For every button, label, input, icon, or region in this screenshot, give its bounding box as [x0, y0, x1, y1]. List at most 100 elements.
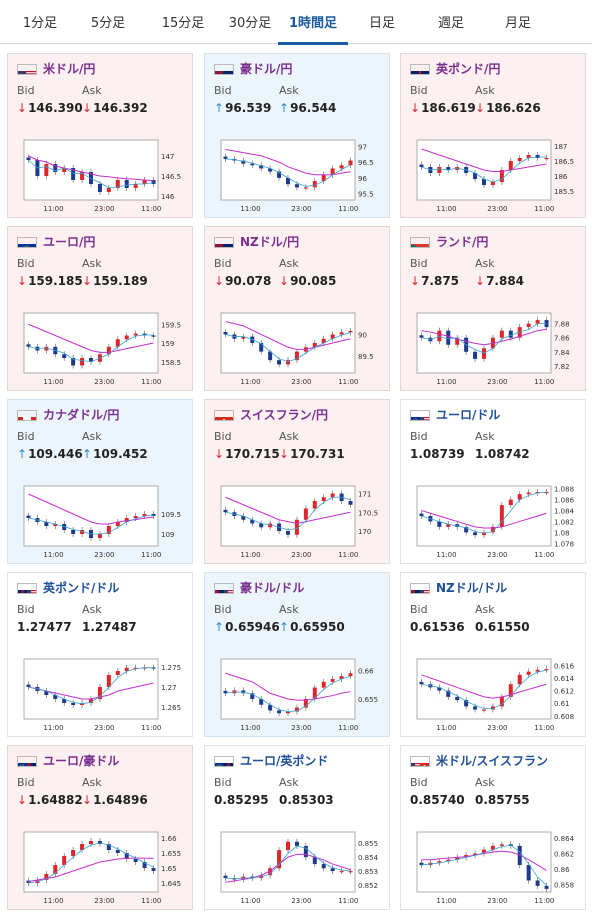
pair-name[interactable]: 英ポンド/円 [436, 62, 501, 76]
rate-card[interactable]: ユーロ/豪ドル Bid ↓1.64882 Ask ↓1.64896 1.66 1.655 1.… [7, 745, 193, 910]
pair-name[interactable]: ユーロ/ドル [436, 408, 501, 422]
candle [294, 519, 299, 535]
mini-chart[interactable]: 1.275 1.27 1.265 11:00 23:00 11:00 [20, 653, 184, 733]
bid-price: 1.27477 [17, 620, 72, 634]
nz-us-flag [410, 583, 430, 594]
ask-label: Ask [82, 257, 102, 270]
rate-card[interactable]: カナダドル/円 Bid ↑109.446 Ask ↑109.452 109.5 109 11:… [7, 399, 193, 564]
candle [455, 696, 460, 701]
candle [250, 693, 255, 699]
mini-chart[interactable]: 90 89.5 11:00 23:00 11:00 [217, 307, 381, 387]
pair-name[interactable]: 豪ドル/ドル [240, 581, 305, 595]
y-tick-label: 147 [161, 153, 174, 161]
ask-price: 0.61550 [475, 620, 530, 634]
pair-name[interactable]: ユーロ/豪ドル [43, 754, 120, 768]
y-tick-label: 159.5 [161, 321, 181, 329]
candle [544, 885, 549, 889]
x-tick-label: 23:00 [291, 897, 311, 905]
tab-5[interactable]: 日足 [368, 16, 395, 31]
candle [321, 338, 326, 343]
rate-card[interactable]: 英ポンド/円 Bid ↓186.619 Ask ↓186.626 187 186.5 186 1… [400, 53, 586, 218]
y-tick-label: 159 [161, 340, 174, 348]
y-tick-label: 146.5 [161, 173, 181, 181]
candle [223, 690, 228, 694]
bid-label: Bid [410, 430, 428, 443]
tab-7[interactable]: 月足 [504, 16, 531, 31]
tab-4[interactable]: 1時間足 [278, 0, 348, 45]
pair-name[interactable]: スイスフラン/円 [240, 408, 329, 422]
pair-name[interactable]: 米ドル/円 [43, 62, 96, 76]
ask-value: 0.61550 [475, 620, 530, 634]
candle [330, 679, 335, 682]
ask-price: 0.65950 [290, 620, 345, 634]
candle [490, 526, 495, 533]
pair-name[interactable]: ユーロ/英ポンド [240, 754, 329, 768]
candle [526, 865, 531, 881]
candle [151, 514, 156, 516]
candle [544, 158, 549, 160]
rate-card[interactable]: ユーロ/円 Bid ↓159.185 Ask ↓159.189 159.5 159 158.5… [7, 226, 193, 391]
x-tick-label: 11:00 [338, 378, 358, 386]
pair-name[interactable]: NZドル/円 [240, 235, 300, 249]
rate-card[interactable]: ユーロ/英ポンド Bid 0.85295 Ask 0.85303 0.855 0.854 0.… [204, 745, 390, 910]
rate-card[interactable]: 米ドル/円 Bid ↓146.390 Ask ↓146.392 147 146.5 146 11… [7, 53, 193, 218]
pair-name[interactable]: 豪ドル/円 [240, 62, 293, 76]
candle [330, 868, 335, 872]
rate-card[interactable]: NZドル/ドル Bid 0.61536 Ask 0.61550 0.616 0.614 0.6… [400, 572, 586, 737]
pair-name[interactable]: ユーロ/円 [43, 235, 96, 249]
bid-price: 1.08739 [410, 447, 465, 461]
candle [277, 171, 282, 178]
ask-value: 1.27487 [82, 620, 137, 634]
rate-card[interactable]: NZドル/円 Bid ↓90.078 Ask ↓90.085 90 89.5 11:00 23:… [204, 226, 390, 391]
mini-chart[interactable]: 159.5 159 158.5 11:00 23:00 11:00 [20, 307, 184, 387]
rate-card[interactable]: ランド/円 Bid ↓7.875 Ask ↓7.884 7.88 7.86 7.84 7.82 1… [400, 226, 586, 391]
mini-chart[interactable]: 171 170.5 170 11:00 23:00 11:00 [217, 480, 381, 560]
ask-label: Ask [279, 776, 299, 789]
ma-line [28, 155, 154, 182]
pair-name[interactable]: ランド/円 [436, 235, 489, 249]
candle [62, 168, 67, 172]
ma-line [28, 682, 154, 700]
mini-chart[interactable]: 0.66 0.655 11:00 23:00 11:00 [217, 653, 381, 733]
x-tick-label: 11:00 [141, 724, 161, 732]
candle [339, 676, 344, 679]
pair-name[interactable]: 英ポンド/ドル [43, 581, 120, 595]
rate-card[interactable]: 米ドル/スイスフラン Bid 0.85740 Ask 0.85755 0.864 0.862… [400, 745, 586, 910]
down-arrow-icon: ↓ [279, 274, 290, 288]
rate-card[interactable]: スイスフラン/円 Bid ↓170.715 Ask ↓170.731 171 170.5 17… [204, 399, 390, 564]
pair-name[interactable]: NZドル/ドル [436, 581, 508, 595]
tab-1[interactable]: 5分足 [90, 16, 126, 31]
tab-3[interactable]: 30分足 [228, 16, 272, 31]
bid-label: Bid [410, 603, 428, 616]
bid-price: 186.619 [421, 101, 476, 115]
ma-short-line [225, 496, 351, 531]
down-arrow-icon: ↓ [17, 101, 28, 115]
tab-0[interactable]: 1分足 [22, 16, 58, 31]
tab-2[interactable]: 15分足 [161, 16, 205, 31]
ask-price: 1.08742 [475, 447, 530, 461]
rate-card[interactable]: 豪ドル/円 Bid ↑96.539 Ask ↑96.544 97 96.5 96 95.5 11:… [204, 53, 390, 218]
pair-name[interactable]: カナダドル/円 [43, 408, 120, 422]
tab-6[interactable]: 週足 [437, 16, 464, 31]
ask-value: ↓90.085 [279, 274, 336, 288]
rate-card[interactable]: 英ポンド/ドル Bid 1.27477 Ask 1.27487 1.275 1.27 1.26… [7, 572, 193, 737]
candle [53, 695, 58, 699]
pair-name[interactable]: 米ドル/スイスフラン [436, 754, 549, 768]
mini-chart[interactable]: 109.5 109 11:00 23:00 11:00 [20, 480, 184, 560]
x-tick-label: 11:00 [436, 897, 456, 905]
mini-chart[interactable]: 187 186.5 186 185.5 11:00 23:00 11:00 [413, 134, 577, 214]
x-tick-label: 23:00 [291, 378, 311, 386]
down-arrow-icon: ↓ [82, 793, 93, 807]
rate-card[interactable]: 豪ドル/ドル Bid ↑0.65946 Ask ↑0.65950 0.66 0.655 11:… [204, 572, 390, 737]
y-tick-label: 186.5 [554, 158, 574, 166]
rate-card[interactable]: ユーロ/ドル Bid 1.08739 Ask 1.08742 1.088 1.086 1.08… [400, 399, 586, 564]
za-flag [410, 237, 430, 248]
mini-chart[interactable]: 1.66 1.655 1.65 1.645 11:00 23:00 11:00 [20, 826, 184, 906]
